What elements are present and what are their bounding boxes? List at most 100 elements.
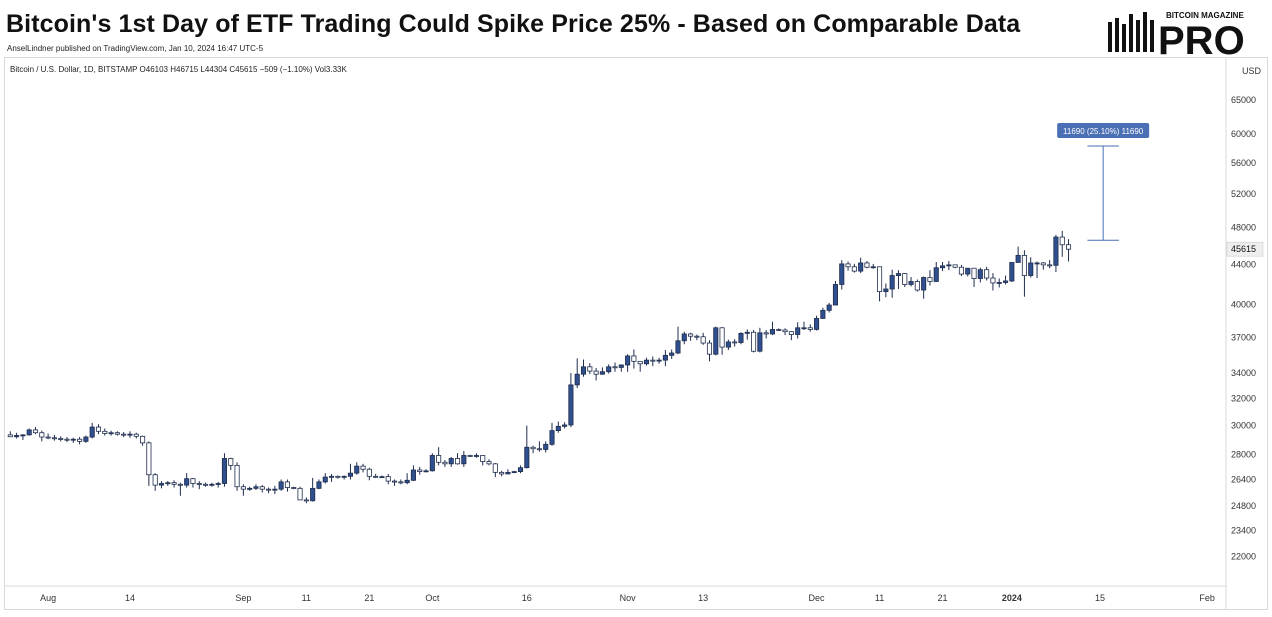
projection-label: 11690 (25.10%) 11690: [1063, 127, 1144, 136]
time-tick-label: Oct: [425, 593, 440, 603]
candle: [933, 261, 939, 282]
price-tick-label: 56000: [1231, 158, 1256, 168]
candle-body: [203, 483, 209, 486]
candle-body: [568, 384, 574, 426]
candle: [946, 261, 952, 271]
candle: [895, 270, 901, 290]
candle: [940, 261, 946, 272]
time-tick-label: 11: [875, 593, 884, 603]
candle: [442, 460, 448, 467]
candle: [379, 475, 385, 479]
candle: [221, 453, 228, 487]
candle-body: [215, 483, 221, 485]
candle: [688, 332, 694, 341]
price-tick-label: 60000: [1231, 129, 1256, 139]
candle-body: [234, 464, 240, 488]
candle: [347, 463, 353, 480]
candle-body: [114, 432, 120, 435]
time-tick-label: 16: [522, 593, 532, 603]
candle-body: [1053, 236, 1059, 266]
candle-body: [480, 455, 486, 462]
candle-body: [795, 327, 801, 335]
candle-body: [51, 437, 57, 440]
candle: [625, 354, 631, 372]
price-tick-label: 52000: [1231, 189, 1256, 199]
candle-body: [473, 455, 479, 457]
candle-body: [171, 482, 177, 485]
candle: [140, 435, 146, 446]
candle-body: [807, 327, 813, 330]
page-title: Bitcoin's 1st Day of ETF Trading Could S…: [6, 10, 1021, 38]
candle: [738, 332, 744, 345]
candle-body: [278, 481, 284, 490]
candle-body: [738, 332, 744, 343]
candle-body: [1021, 254, 1027, 276]
candle: [58, 436, 64, 442]
candle: [165, 481, 171, 486]
candle: [196, 481, 202, 490]
candle-body: [751, 331, 757, 352]
candle: [7, 431, 13, 438]
candle: [990, 273, 996, 291]
candle: [1040, 261, 1046, 270]
price-tick-label: 28000: [1231, 450, 1256, 460]
candle-body: [379, 476, 385, 479]
candle: [921, 276, 927, 299]
candle-body: [845, 263, 851, 268]
candle-body: [316, 481, 322, 489]
candle: [461, 450, 467, 467]
candle: [568, 372, 574, 428]
candle-body: [952, 264, 958, 268]
candle-body: [908, 281, 914, 285]
candle-body: [656, 359, 662, 362]
candle-body: [177, 483, 183, 486]
candle-body: [940, 265, 946, 269]
last-price-badge: [1226, 241, 1264, 257]
candle: [108, 430, 114, 436]
candle-body: [146, 442, 152, 476]
candle: [486, 459, 492, 466]
candle: [146, 441, 152, 486]
candle: [902, 273, 908, 287]
candle: [1034, 261, 1040, 278]
candle-body: [335, 475, 341, 478]
candle-body: [329, 475, 335, 478]
candle-body: [385, 476, 391, 482]
candle: [1047, 260, 1053, 269]
candle: [883, 283, 889, 298]
candle: [423, 469, 429, 473]
candle: [952, 264, 958, 269]
candle: [562, 422, 568, 429]
candle-body: [543, 443, 549, 450]
candle: [499, 470, 505, 477]
candle: [14, 432, 20, 439]
candle: [801, 321, 807, 331]
candle: [858, 257, 864, 274]
candle-body: [977, 269, 983, 279]
candle-body: [706, 342, 713, 355]
price-tick-label: 44000: [1231, 259, 1256, 269]
candle-body: [870, 266, 876, 269]
candle: [593, 368, 599, 381]
candle-body: [801, 327, 807, 330]
candle-body: [650, 359, 656, 362]
candle: [606, 364, 612, 374]
candle: [64, 437, 70, 443]
candles-group: [7, 230, 1072, 504]
candle-body: [454, 458, 461, 465]
time-tick-label: Sep: [235, 593, 251, 603]
candle: [505, 469, 511, 475]
time-tick-label: Dec: [809, 593, 826, 603]
candle: [266, 487, 272, 494]
candle-body: [391, 480, 398, 483]
candle-body: [39, 432, 45, 438]
candle-body: [776, 329, 782, 331]
candle-body: [45, 436, 51, 439]
last-price-label: 45615: [1231, 244, 1256, 254]
candle: [877, 266, 883, 302]
candle-body: [284, 481, 290, 488]
candle: [102, 428, 108, 436]
candle-body: [864, 262, 870, 268]
candle: [958, 264, 964, 277]
